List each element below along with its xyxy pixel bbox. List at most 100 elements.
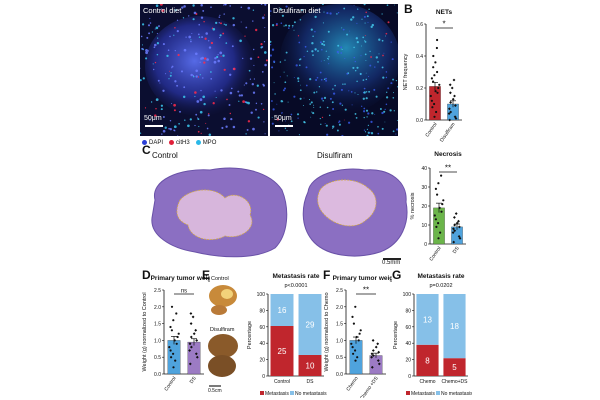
cell-dot [387, 87, 390, 90]
cell-dot [260, 46, 263, 49]
cell-dot [173, 109, 176, 112]
cell-dot [357, 93, 359, 96]
legend-no-metastasis-swatch [436, 391, 440, 395]
cell-dot [270, 100, 273, 102]
cell-dot [336, 13, 338, 15]
panel-label-d: D [142, 268, 151, 282]
cell-dot [272, 108, 275, 111]
data-point [352, 352, 355, 355]
data-point [440, 174, 443, 177]
cell-dot [187, 124, 190, 128]
cell-dot [341, 134, 344, 136]
necrosis-disulfiram [317, 179, 377, 227]
chart-title: Primary tumor weight [151, 275, 210, 282]
cell-dot [223, 68, 226, 71]
cell-dot [263, 121, 265, 123]
cell-dot [350, 91, 353, 93]
cell-dot [368, 90, 371, 93]
legend-metastasis-label: Metastasis [411, 391, 435, 397]
cell-dot [249, 78, 252, 80]
cell-dot [223, 13, 225, 15]
cell-dot [329, 12, 332, 15]
cell-dot [336, 50, 339, 54]
chart-title: Metastasis rate [418, 273, 465, 280]
data-point [374, 345, 378, 349]
significance-marker: ns [181, 289, 187, 295]
cell-dot [149, 22, 152, 24]
significance-marker: ** [445, 164, 451, 173]
cell-dot [297, 117, 299, 119]
cell-dot [332, 125, 335, 128]
data-point [431, 106, 434, 109]
legend-a-dapi-label: DAPI [149, 140, 164, 147]
cell-dot [207, 114, 210, 117]
cell-dot [141, 44, 144, 46]
cell-dot [229, 91, 233, 95]
cell-dot [171, 67, 173, 69]
cell-dot [293, 76, 295, 78]
cell-dot [299, 89, 302, 92]
cell-dot [171, 65, 174, 68]
cell-dot [197, 118, 200, 121]
cell-dot [220, 89, 223, 92]
cell-dot [334, 84, 336, 87]
cell-dot [240, 6, 243, 8]
cell-dot [173, 125, 177, 129]
cell-dot [262, 84, 266, 87]
scalebar-c [383, 258, 401, 260]
cell-dot [200, 132, 202, 134]
chart-title: Primary tumor weight [333, 275, 392, 282]
cell-dot [318, 86, 321, 88]
cell-dot [283, 71, 285, 73]
cell-dot [202, 9, 205, 12]
data-point [370, 352, 374, 356]
scalebar-a-left [145, 125, 163, 127]
cell-dot [375, 95, 378, 98]
cell-dot [168, 127, 170, 130]
cell-dot [210, 6, 212, 9]
cell-dot [382, 76, 385, 79]
cell-dot [156, 33, 158, 35]
cell-dot [353, 4, 355, 6]
cell-dot [252, 91, 256, 94]
cell-dot [343, 119, 345, 121]
cell-dot [285, 120, 286, 122]
cell-dot [287, 101, 289, 103]
y-tick-label: 0.6 [416, 22, 423, 28]
cell-dot [315, 91, 318, 93]
cell-dot [356, 41, 359, 44]
cell-dot [197, 117, 199, 119]
data-point [440, 210, 443, 213]
cell-dot [199, 74, 201, 76]
data-point [434, 90, 437, 93]
cell-dot [362, 97, 365, 100]
cell-dot [348, 121, 351, 124]
cell-dot [354, 92, 356, 94]
cell-dot [297, 35, 300, 37]
x-tick-label: Control [424, 122, 438, 139]
cell-dot [271, 122, 274, 125]
cell-dot [363, 4, 366, 6]
cell-dot [222, 32, 225, 35]
cell-dot [205, 32, 208, 35]
legend-a-cith3: citH3 [169, 140, 190, 146]
cell-dot [284, 24, 288, 27]
cell-dot [355, 37, 358, 40]
cell-dot [378, 53, 380, 55]
chart-f: Primary tumor weight Weight (g) normalize… [324, 275, 392, 398]
cell-dot [364, 53, 367, 56]
cell-dot [152, 63, 154, 65]
cell-dot [364, 40, 366, 42]
cell-dot [341, 27, 343, 29]
cell-dot [149, 17, 151, 20]
cell-dot [323, 78, 326, 80]
cell-dot [361, 105, 363, 107]
data-point [451, 231, 455, 235]
cell-dot [365, 97, 368, 100]
bar-0 [349, 340, 363, 375]
cell-dot [183, 86, 186, 89]
cell-dot [344, 108, 347, 111]
cell-dot [219, 34, 222, 37]
y-tick-label: 80 [405, 308, 411, 314]
cell-dot [245, 26, 248, 29]
